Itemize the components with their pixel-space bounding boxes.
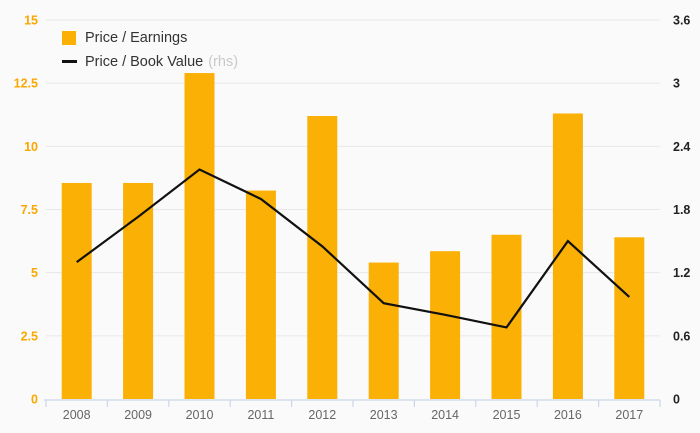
- bar-2008[interactable]: [61, 182, 92, 399]
- right-axis-tick-label: 3: [673, 77, 680, 91]
- price-book-value-line[interactable]: [76, 168, 631, 329]
- x-axis-label-2009: 2009: [124, 408, 152, 422]
- x-axis-label-2010: 2010: [186, 408, 214, 422]
- right-axis-tick-label: 3.6: [673, 14, 690, 28]
- bar-2013[interactable]: [368, 262, 399, 399]
- x-axis-label-2017: 2017: [615, 408, 643, 422]
- x-axis-label-2011: 2011: [247, 408, 274, 422]
- left-axis-tick-label: 7.5: [21, 203, 38, 217]
- right-axis-tick-label: 0.6: [673, 329, 690, 343]
- left-axis-tick-label: 10: [24, 140, 38, 154]
- left-axis-tick-label: 2.5: [21, 329, 38, 343]
- price-earnings-swatch-icon: [62, 30, 76, 45]
- price-book-value-line-icon: [62, 60, 77, 63]
- bar-2010[interactable]: [184, 73, 215, 399]
- x-axis-label-2013: 2013: [370, 408, 398, 422]
- right-axis-tick-label: 1.8: [673, 203, 690, 217]
- x-axis-label-2016: 2016: [554, 408, 582, 422]
- legend-item-price-book-value[interactable]: Price / Book Value (rhs): [62, 52, 238, 71]
- legend-suffix-rhs: (rhs): [208, 53, 239, 70]
- left-axis-tick-label: 5: [31, 266, 38, 280]
- x-axis-label-2015: 2015: [493, 408, 521, 422]
- legend-label-price-earnings: Price / Earnings: [85, 29, 188, 46]
- bar-2012[interactable]: [307, 116, 338, 399]
- legend-label-price-book-value: Price / Book Value: [85, 53, 204, 70]
- chart-legend: Price / Earnings Price / Book Value (rhs…: [62, 28, 238, 71]
- legend-item-price-earnings[interactable]: Price / Earnings: [62, 28, 238, 47]
- bar-2014[interactable]: [430, 251, 461, 399]
- x-axis-label-2014: 2014: [431, 408, 459, 422]
- bar-2011[interactable]: [245, 190, 276, 399]
- right-axis-tick-label: 2.4: [673, 140, 690, 154]
- x-axis-label-2008: 2008: [63, 408, 91, 422]
- bar-2017[interactable]: [614, 237, 645, 399]
- bar-2015[interactable]: [491, 234, 522, 399]
- left-axis-tick-label: 12.5: [14, 77, 38, 91]
- right-axis-tick-label: 1.2: [673, 266, 690, 280]
- right-axis-tick-label: 0: [673, 393, 680, 407]
- left-axis-tick-label: 15: [24, 14, 38, 28]
- left-axis-tick-label: 0: [31, 393, 38, 407]
- x-axis-label-2012: 2012: [308, 408, 336, 422]
- bar-2009[interactable]: [123, 182, 154, 399]
